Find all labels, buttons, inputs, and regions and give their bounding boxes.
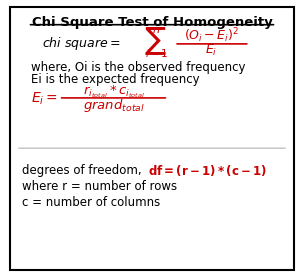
Text: Chi Square Test of Homogeneity: Chi Square Test of Homogeneity	[32, 16, 272, 29]
Text: $\sum$: $\sum$	[144, 25, 166, 57]
Text: $\mathit{r_{i_{total}} * c_{i_{total}}}$: $\mathit{r_{i_{total}} * c_{i_{total}}}$	[83, 83, 144, 100]
Text: $\mathit{E_i}$: $\mathit{E_i}$	[205, 43, 217, 58]
Text: $\mathit{chi\ square} = $: $\mathit{chi\ square} = $	[43, 35, 121, 52]
Text: $\mathbf{df = (r-1)*(c-1)}$: $\mathbf{df = (r-1)*(c-1)}$	[147, 163, 267, 178]
Text: $\mathit{i=1}$: $\mathit{i=1}$	[145, 47, 168, 60]
Text: $\mathit{n}$: $\mathit{n}$	[152, 25, 161, 35]
Text: c = number of columns: c = number of columns	[22, 196, 160, 209]
Text: where, Oi is the observed frequency: where, Oi is the observed frequency	[31, 61, 245, 74]
FancyBboxPatch shape	[10, 7, 294, 270]
Text: degrees of freedom,: degrees of freedom,	[22, 163, 145, 176]
Text: Ei is the expected frequency: Ei is the expected frequency	[31, 73, 199, 86]
Text: $\mathit{grand_{total}}$: $\mathit{grand_{total}}$	[83, 97, 144, 114]
Text: $\mathit{(O_i - E_i)^2}$: $\mathit{(O_i - E_i)^2}$	[184, 26, 239, 45]
Text: $\mathit{E_i} = $: $\mathit{E_i} = $	[31, 91, 57, 107]
Text: where r = number of rows: where r = number of rows	[22, 180, 177, 193]
